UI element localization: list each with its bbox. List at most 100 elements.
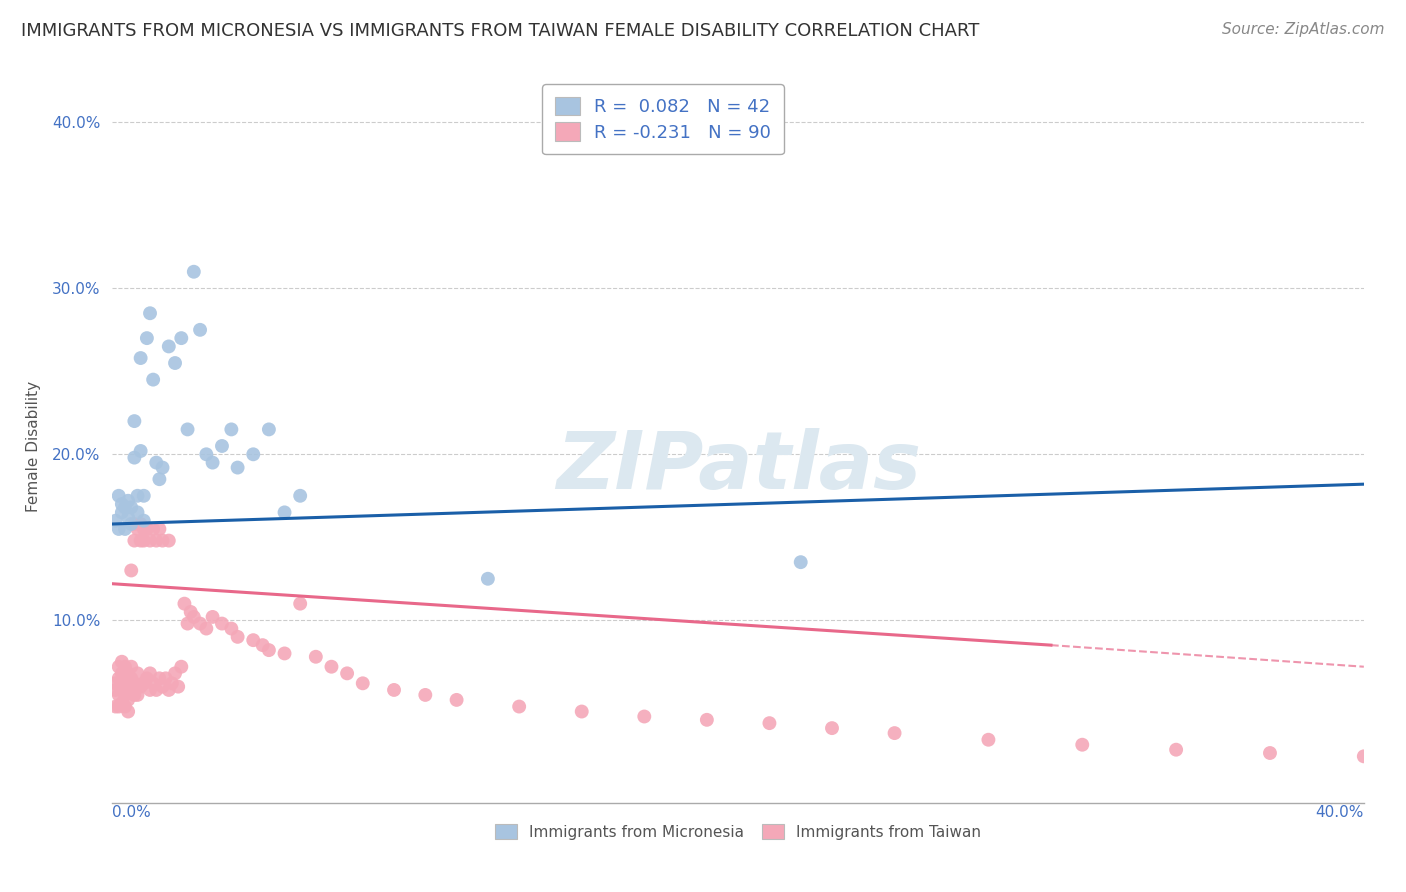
- Point: [132, 533, 155, 548]
- Point: [120, 516, 142, 531]
- Point: [107, 659, 129, 673]
- Point: [129, 516, 152, 531]
- Point: [111, 655, 134, 669]
- Point: [883, 726, 905, 740]
- Point: [273, 647, 295, 661]
- Text: 0.0%: 0.0%: [112, 805, 152, 820]
- Point: [221, 422, 243, 436]
- Point: [273, 505, 295, 519]
- Point: [163, 356, 186, 370]
- Point: [142, 522, 165, 536]
- Point: [114, 688, 136, 702]
- Point: [114, 676, 136, 690]
- Point: [139, 306, 162, 320]
- Point: [242, 447, 264, 461]
- Point: [290, 489, 312, 503]
- Y-axis label: Female Disability: Female Disability: [27, 380, 41, 512]
- Point: [1353, 749, 1375, 764]
- Point: [117, 493, 139, 508]
- Point: [157, 533, 180, 548]
- Point: [160, 676, 183, 690]
- Point: [111, 696, 134, 710]
- Point: [188, 323, 211, 337]
- Point: [142, 373, 165, 387]
- Point: [132, 522, 155, 536]
- Point: [257, 643, 280, 657]
- Point: [183, 265, 205, 279]
- Point: [176, 616, 198, 631]
- Point: [129, 533, 152, 548]
- Point: [696, 713, 718, 727]
- Point: [226, 630, 249, 644]
- Point: [104, 514, 127, 528]
- Point: [104, 676, 127, 690]
- Point: [252, 638, 274, 652]
- Point: [120, 659, 142, 673]
- Point: [145, 533, 167, 548]
- Point: [132, 489, 155, 503]
- Point: [571, 705, 593, 719]
- Point: [127, 666, 149, 681]
- Point: [477, 572, 499, 586]
- Point: [117, 680, 139, 694]
- Point: [1258, 746, 1281, 760]
- Point: [163, 666, 186, 681]
- Point: [305, 649, 328, 664]
- Point: [152, 680, 174, 694]
- Point: [135, 331, 157, 345]
- Point: [104, 699, 127, 714]
- Point: [790, 555, 813, 569]
- Point: [107, 688, 129, 702]
- Point: [135, 671, 157, 685]
- Point: [211, 439, 233, 453]
- Point: [145, 456, 167, 470]
- Point: [157, 682, 180, 697]
- Point: [129, 444, 152, 458]
- Text: IMMIGRANTS FROM MICRONESIA VS IMMIGRANTS FROM TAIWAN FEMALE DISABILITY CORRELATI: IMMIGRANTS FROM MICRONESIA VS IMMIGRANTS…: [21, 22, 980, 40]
- Point: [139, 666, 162, 681]
- Point: [107, 671, 129, 685]
- Point: [127, 522, 149, 536]
- Point: [201, 610, 224, 624]
- Point: [120, 500, 142, 515]
- Point: [336, 666, 359, 681]
- Point: [135, 522, 157, 536]
- Point: [132, 514, 155, 528]
- Point: [446, 693, 468, 707]
- Point: [127, 505, 149, 519]
- Point: [201, 456, 224, 470]
- Point: [148, 671, 170, 685]
- Point: [188, 616, 211, 631]
- Point: [176, 422, 198, 436]
- Point: [107, 489, 129, 503]
- Point: [183, 610, 205, 624]
- Point: [1166, 742, 1188, 756]
- Point: [170, 659, 193, 673]
- Point: [382, 682, 405, 697]
- Point: [117, 510, 139, 524]
- Point: [415, 688, 437, 702]
- Point: [114, 699, 136, 714]
- Point: [145, 682, 167, 697]
- Point: [321, 659, 343, 673]
- Point: [977, 732, 1000, 747]
- Point: [139, 682, 162, 697]
- Point: [124, 450, 146, 465]
- Point: [157, 339, 180, 353]
- Point: [132, 676, 155, 690]
- Point: [170, 331, 193, 345]
- Point: [821, 721, 844, 735]
- Point: [111, 505, 134, 519]
- Point: [117, 666, 139, 681]
- Legend: Immigrants from Micronesia, Immigrants from Taiwan: Immigrants from Micronesia, Immigrants f…: [486, 814, 990, 848]
- Point: [1071, 738, 1094, 752]
- Point: [117, 705, 139, 719]
- Point: [152, 533, 174, 548]
- Point: [139, 533, 162, 548]
- Point: [127, 489, 149, 503]
- Point: [148, 522, 170, 536]
- Point: [111, 682, 134, 697]
- Point: [107, 699, 129, 714]
- Point: [142, 676, 165, 690]
- Point: [290, 597, 312, 611]
